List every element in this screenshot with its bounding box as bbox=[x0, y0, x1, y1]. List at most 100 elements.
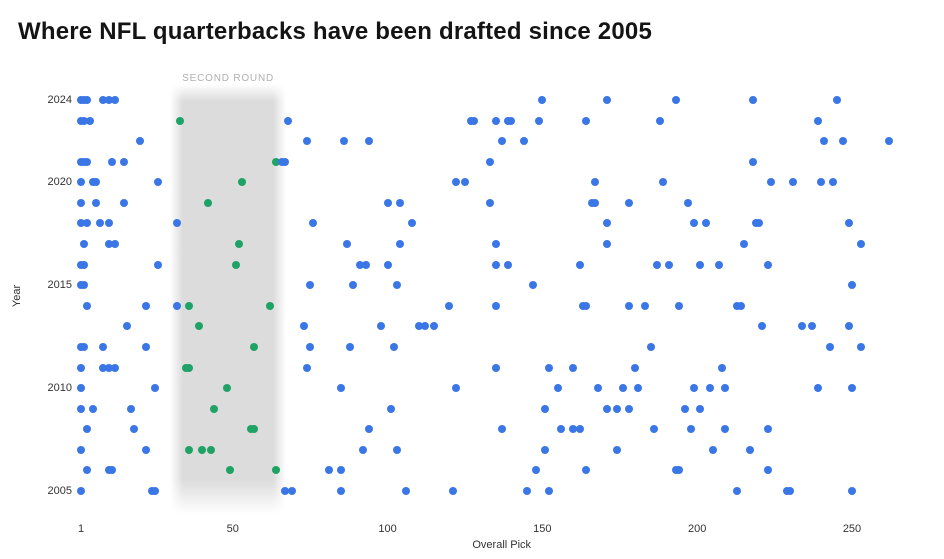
data-point bbox=[83, 425, 92, 434]
data-point bbox=[832, 96, 841, 104]
data-point bbox=[77, 404, 85, 413]
data-point bbox=[364, 425, 373, 434]
data-point bbox=[231, 260, 240, 269]
data-point bbox=[135, 137, 144, 146]
data-point bbox=[680, 404, 689, 413]
data-point bbox=[77, 219, 85, 228]
data-point bbox=[591, 198, 599, 207]
data-point bbox=[210, 404, 219, 413]
data-point bbox=[107, 157, 116, 166]
data-point bbox=[303, 137, 312, 146]
y-axis-title: Year bbox=[11, 284, 24, 308]
data-point bbox=[154, 260, 163, 269]
data-point bbox=[80, 260, 89, 269]
data-point bbox=[532, 466, 541, 475]
data-point bbox=[857, 240, 866, 249]
data-point bbox=[507, 116, 516, 125]
data-point bbox=[848, 384, 856, 393]
data-point bbox=[491, 363, 500, 372]
data-point bbox=[80, 240, 89, 249]
data-point bbox=[538, 96, 547, 104]
data-point bbox=[120, 198, 129, 207]
data-point bbox=[287, 487, 296, 495]
data-point bbox=[690, 219, 699, 228]
data-point bbox=[470, 116, 479, 125]
data-point bbox=[337, 466, 346, 475]
data-point bbox=[603, 240, 612, 249]
data-point bbox=[575, 260, 584, 269]
data-point bbox=[408, 219, 417, 228]
data-point bbox=[618, 384, 627, 393]
data-point bbox=[272, 466, 281, 475]
data-point bbox=[798, 322, 807, 331]
data-point bbox=[829, 178, 838, 187]
data-point bbox=[104, 219, 113, 228]
data-point bbox=[129, 425, 138, 434]
data-point bbox=[767, 178, 776, 187]
data-point bbox=[535, 116, 544, 125]
data-point bbox=[272, 157, 281, 166]
data-point bbox=[755, 219, 764, 228]
data-point bbox=[491, 260, 500, 269]
data-point bbox=[238, 178, 246, 187]
x-tick-50: 50 bbox=[226, 523, 239, 535]
data-point bbox=[306, 342, 315, 351]
data-point bbox=[745, 445, 754, 454]
data-point bbox=[640, 301, 649, 310]
data-point bbox=[652, 260, 661, 269]
data-point bbox=[705, 384, 714, 393]
data-point bbox=[826, 342, 835, 351]
data-point bbox=[451, 384, 460, 393]
data-point bbox=[142, 301, 151, 310]
data-point bbox=[386, 404, 395, 413]
x-tick-100: 100 bbox=[378, 523, 397, 535]
data-point bbox=[120, 157, 129, 166]
data-point bbox=[77, 445, 85, 454]
data-point bbox=[358, 445, 367, 454]
data-point bbox=[553, 384, 562, 393]
data-point bbox=[80, 281, 89, 290]
data-point bbox=[665, 260, 674, 269]
data-point bbox=[625, 198, 634, 207]
data-point bbox=[764, 466, 773, 475]
data-point bbox=[721, 425, 730, 434]
data-point bbox=[522, 487, 531, 495]
data-point bbox=[848, 281, 856, 290]
data-point bbox=[838, 137, 847, 146]
data-point bbox=[284, 116, 293, 125]
data-point bbox=[306, 281, 315, 290]
data-point bbox=[885, 137, 894, 146]
data-point bbox=[736, 301, 745, 310]
data-point bbox=[748, 157, 757, 166]
data-point bbox=[299, 322, 308, 331]
data-point bbox=[491, 240, 500, 249]
data-point bbox=[343, 240, 352, 249]
data-point bbox=[696, 260, 705, 269]
data-point bbox=[104, 96, 113, 104]
data-point bbox=[696, 404, 705, 413]
data-point bbox=[612, 445, 621, 454]
data-point bbox=[789, 178, 798, 187]
data-point bbox=[80, 342, 89, 351]
y-tick-2020: 2020 bbox=[47, 176, 72, 189]
data-point bbox=[123, 322, 132, 331]
data-point bbox=[77, 198, 85, 207]
data-point bbox=[544, 487, 553, 495]
data-point bbox=[92, 198, 101, 207]
data-point bbox=[111, 240, 120, 249]
data-point bbox=[92, 178, 101, 187]
data-point bbox=[448, 487, 457, 495]
data-point bbox=[222, 384, 231, 393]
data-point bbox=[392, 281, 401, 290]
x-tick-200: 200 bbox=[687, 523, 707, 535]
data-point bbox=[649, 425, 658, 434]
data-point bbox=[414, 322, 423, 331]
data-point bbox=[429, 322, 438, 331]
data-point bbox=[702, 219, 711, 228]
data-point bbox=[594, 384, 603, 393]
data-point bbox=[142, 342, 151, 351]
y-tick-2005: 2005 bbox=[47, 485, 72, 497]
data-point bbox=[395, 198, 404, 207]
data-point bbox=[758, 322, 767, 331]
data-point bbox=[807, 322, 816, 331]
